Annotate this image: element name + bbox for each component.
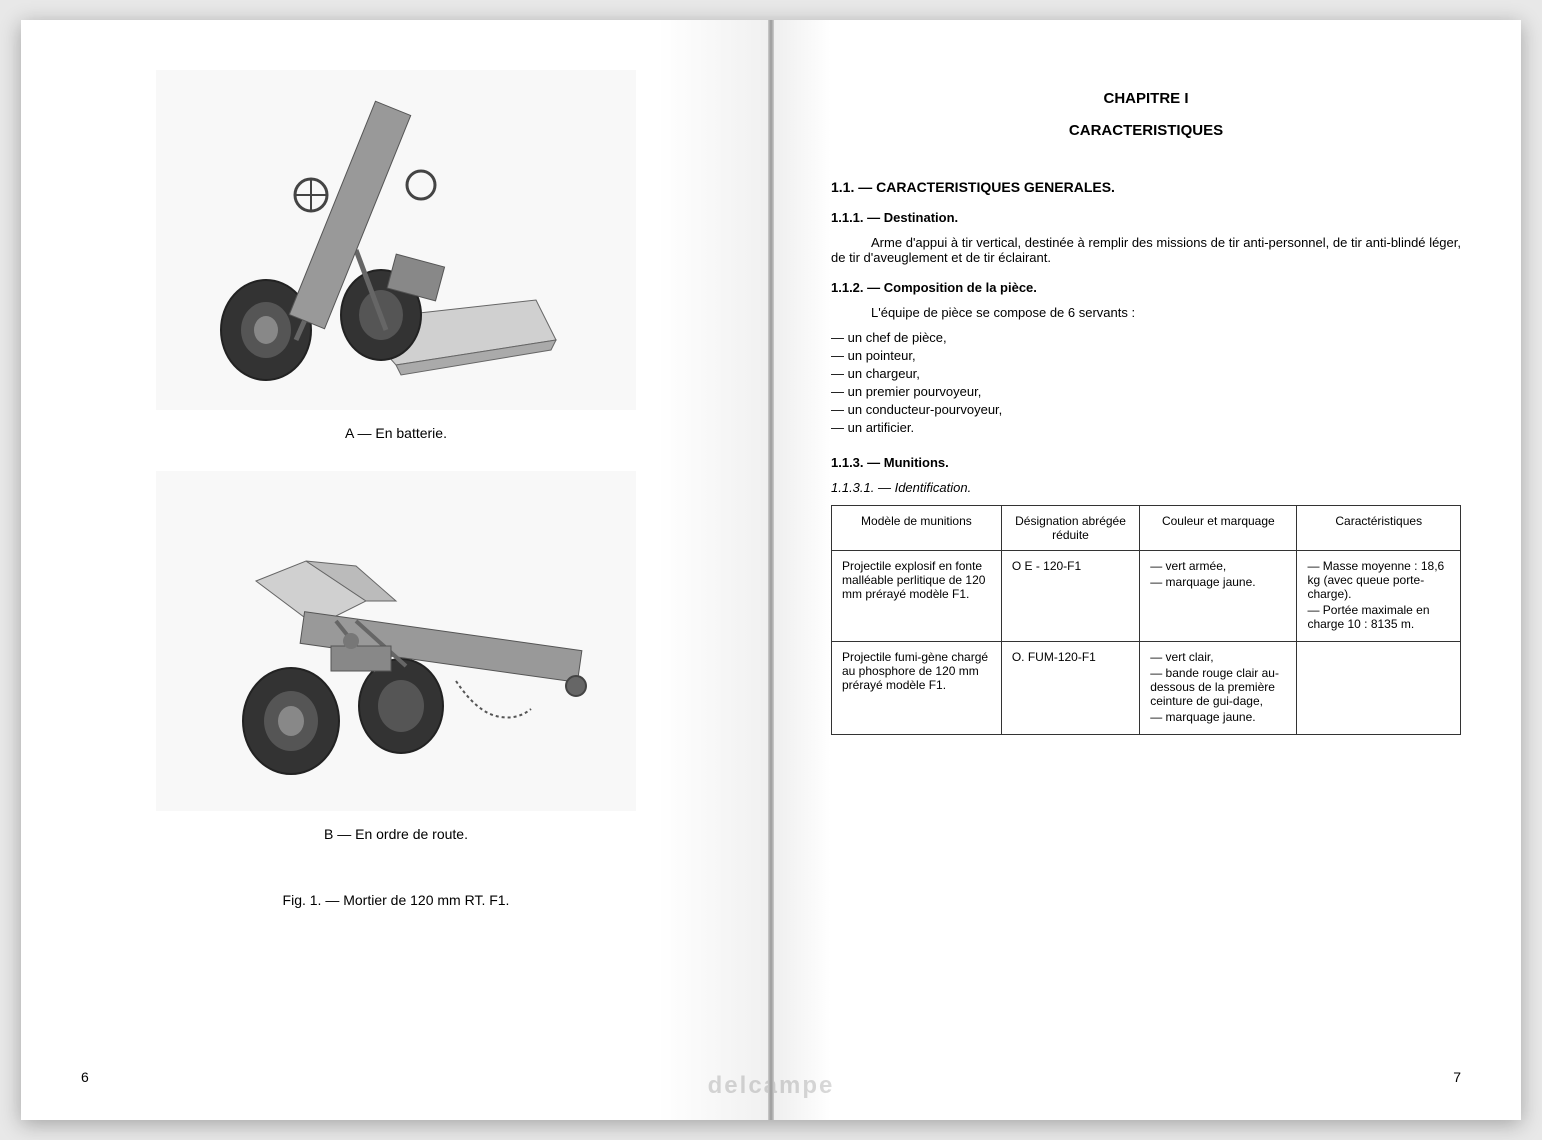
munitions-table: Modèle de munitions Désignation abrégée …: [831, 505, 1461, 735]
table-row: Projectile fumi-gène chargé au phosphore…: [832, 642, 1461, 735]
figure-title: Fig. 1. — Mortier de 120 mm RT. F1.: [283, 892, 510, 908]
destination-text: Arme d'appui à tir vertical, destinée à …: [831, 235, 1461, 265]
table-cell-characteristics: [1297, 642, 1461, 735]
table-cell-color: vert clair,bande rouge clair au-dessous …: [1140, 642, 1297, 735]
subsection-1-2-heading: 1.1.2. — Composition de la pièce.: [831, 280, 1461, 295]
list-item: un artificier.: [831, 420, 1461, 435]
table-cell-color: vert armée,marquage jaune.: [1140, 551, 1297, 642]
chapter-subtitle: CARACTERISTIQUES: [831, 122, 1461, 139]
left-page: A — En batterie.: [21, 20, 771, 1120]
table-cell-model: Projectile explosif en fonte malléable p…: [832, 551, 1002, 642]
table-header-color: Couleur et marquage: [1140, 506, 1297, 551]
subsubsection-1-3-1-heading: 1.1.3.1. — Identification.: [831, 480, 1461, 495]
right-page: CHAPITRE I CARACTERISTIQUES 1.1. — CARAC…: [771, 20, 1521, 1120]
mortar-transport-illustration: [156, 471, 636, 811]
table-header-designation: Désignation abrégée réduite: [1001, 506, 1139, 551]
figure-b-label: B — En ordre de route.: [324, 826, 468, 842]
table-header-model: Modèle de munitions: [832, 506, 1002, 551]
list-item: un conducteur-pourvoyeur,: [831, 402, 1461, 417]
mortar-deployed-illustration: [156, 70, 636, 410]
table-header-row: Modèle de munitions Désignation abrégée …: [832, 506, 1461, 551]
subsection-1-1-heading: 1.1.1. — Destination.: [831, 210, 1461, 225]
figure-container: A — En batterie.: [81, 70, 711, 1080]
list-item: un chef de pièce,: [831, 330, 1461, 345]
table-cell-designation: O E - 120-F1: [1001, 551, 1139, 642]
figure-b-image: [156, 471, 636, 811]
chapter-title: CHAPITRE I: [831, 90, 1461, 107]
list-item: un premier pourvoyeur,: [831, 384, 1461, 399]
figure-a-image: [156, 70, 636, 410]
page-number-right: 7: [1453, 1069, 1461, 1085]
section-1-heading: 1.1. — CARACTERISTIQUES GENERALES.: [831, 179, 1461, 195]
table-cell-model: Projectile fumi-gène chargé au phosphore…: [832, 642, 1002, 735]
table-header-characteristics: Caractéristiques: [1297, 506, 1461, 551]
book-spine: [768, 20, 774, 1120]
figure-a-label: A — En batterie.: [345, 425, 447, 441]
book-spread: A — En batterie.: [21, 20, 1521, 1120]
list-item: un chargeur,: [831, 366, 1461, 381]
table-cell-characteristics: Masse moyenne : 18,6 kg (avec queue port…: [1297, 551, 1461, 642]
table-row: Projectile explosif en fonte malléable p…: [832, 551, 1461, 642]
composition-intro: L'équipe de pièce se compose de 6 servan…: [831, 305, 1461, 320]
table-cell-designation: O. FUM-120-F1: [1001, 642, 1139, 735]
servants-list: un chef de pièce, un pointeur, un chargeur…: [831, 330, 1461, 435]
page-number-left: 6: [81, 1069, 89, 1085]
subsection-1-3-heading: 1.1.3. — Munitions.: [831, 455, 1461, 470]
list-item: un pointeur,: [831, 348, 1461, 363]
